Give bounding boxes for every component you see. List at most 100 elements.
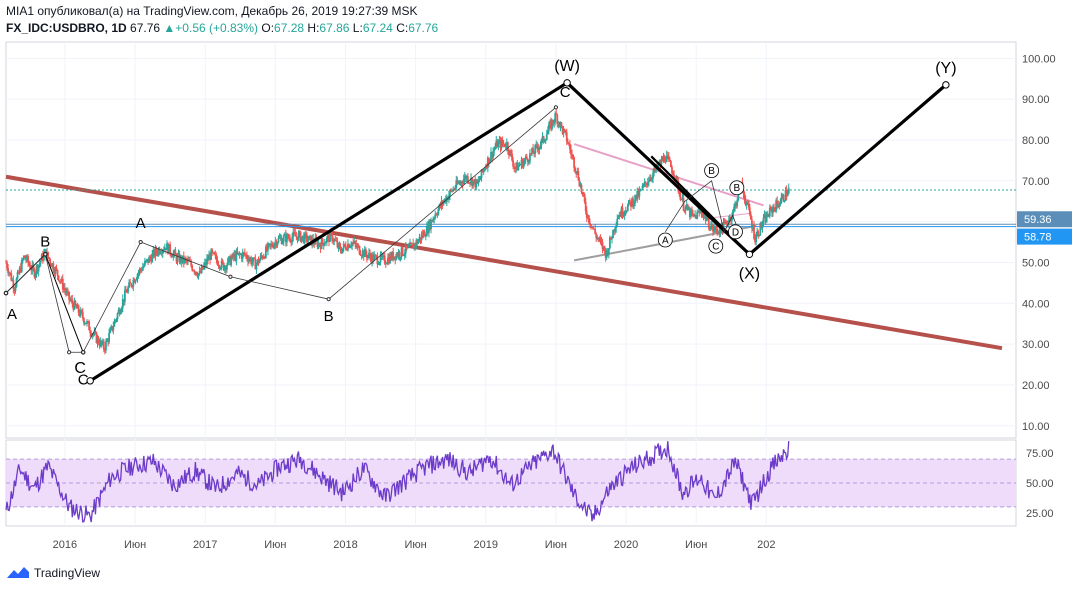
candle-body xyxy=(640,189,643,191)
symbol-label[interactable]: FX_IDC:USDBRO, 1D xyxy=(6,21,127,35)
candle-body xyxy=(488,157,490,164)
rsi-panel xyxy=(5,441,1016,523)
candle-body xyxy=(282,236,285,242)
candle-body xyxy=(771,207,773,213)
candle-body xyxy=(477,180,480,184)
circled-label: A xyxy=(662,236,669,247)
candle-body xyxy=(148,257,150,263)
candle-body xyxy=(199,271,202,273)
candle-body xyxy=(352,242,355,244)
candle-body xyxy=(755,235,758,243)
close-value: 67.76 xyxy=(408,21,439,35)
candle-body xyxy=(388,257,390,264)
candle-body xyxy=(374,255,377,257)
candle-body xyxy=(360,255,363,257)
candle-body xyxy=(675,176,678,181)
candle-body xyxy=(585,211,588,218)
candle-body xyxy=(34,273,37,278)
candle-body xyxy=(313,243,316,245)
candle-body xyxy=(51,263,54,267)
candle-body xyxy=(59,280,62,282)
candle-body xyxy=(367,255,369,259)
candle-body xyxy=(652,172,654,179)
candle-body xyxy=(168,244,170,254)
candle-body xyxy=(714,226,717,230)
candle-body xyxy=(701,213,704,217)
candle-body xyxy=(452,188,455,192)
candle-body xyxy=(525,156,528,159)
horizontal-levels xyxy=(6,189,1016,228)
candle-body xyxy=(291,237,294,243)
candle-body xyxy=(334,239,337,241)
candle-body xyxy=(765,213,768,223)
candle-body xyxy=(126,292,128,293)
candle-body xyxy=(60,278,63,282)
candle-body xyxy=(590,224,592,228)
candle-body xyxy=(469,182,471,184)
candle-body xyxy=(342,243,345,249)
candle-body xyxy=(543,140,546,142)
candle-body xyxy=(746,202,749,204)
candle-body xyxy=(516,162,519,171)
candle-body xyxy=(417,240,420,244)
candle-body xyxy=(700,211,703,214)
candle-body xyxy=(606,250,609,255)
candle-body xyxy=(206,258,208,265)
candle-body xyxy=(747,202,750,208)
thin-pivot xyxy=(138,239,143,245)
candle-body xyxy=(757,231,760,237)
candle-body xyxy=(462,179,465,184)
candle-body xyxy=(58,280,61,282)
candle-body xyxy=(537,147,540,151)
candle-body xyxy=(544,139,547,141)
candle-body xyxy=(646,182,649,186)
rsi-tick-label: 25.00 xyxy=(1026,508,1054,520)
candle-body xyxy=(704,214,707,221)
candle-body xyxy=(759,223,762,235)
candle-body xyxy=(299,231,302,242)
candle-body xyxy=(482,169,485,172)
candle-body xyxy=(163,247,166,250)
candle-body xyxy=(270,243,273,246)
time-tick-label: 2019 xyxy=(474,539,498,551)
thin-wave-label: B xyxy=(324,308,334,325)
candle-body xyxy=(379,254,382,263)
candle-body xyxy=(249,258,251,260)
footer[interactable]: TradingView xyxy=(6,566,100,580)
time-tick-label: 202 xyxy=(757,539,775,551)
candle-body xyxy=(774,208,776,212)
candle-body xyxy=(85,323,87,324)
candle-body xyxy=(167,243,169,254)
candle-body xyxy=(553,122,556,123)
circled-label: C xyxy=(712,242,719,253)
candle-body xyxy=(519,164,522,166)
candle-body xyxy=(505,142,508,148)
candle-body xyxy=(456,180,459,184)
price-tick-label: 50.00 xyxy=(1022,257,1050,269)
candle-body xyxy=(143,261,146,266)
time-tick-label: Июн xyxy=(545,539,567,551)
candle-body xyxy=(546,130,549,135)
candle-body xyxy=(121,299,124,308)
candle-body xyxy=(650,178,652,180)
candle-body xyxy=(50,263,53,267)
candle-body xyxy=(195,271,198,275)
candle-body xyxy=(81,312,84,318)
candle-body xyxy=(341,248,344,253)
candle-body xyxy=(44,249,46,254)
candle-body xyxy=(377,264,380,265)
candle-body xyxy=(289,238,291,242)
candle-body xyxy=(524,156,527,160)
rsi-tick-label: 75.00 xyxy=(1026,448,1054,460)
candle-body xyxy=(327,235,329,238)
candle-body xyxy=(221,260,224,264)
candle-body xyxy=(17,271,20,274)
candle-body xyxy=(183,258,186,263)
candle-body xyxy=(489,159,491,164)
candle-body xyxy=(521,159,524,168)
candle-body xyxy=(190,261,193,266)
candle-body xyxy=(384,263,387,265)
candle-body xyxy=(387,257,389,264)
candle-body xyxy=(716,228,719,233)
